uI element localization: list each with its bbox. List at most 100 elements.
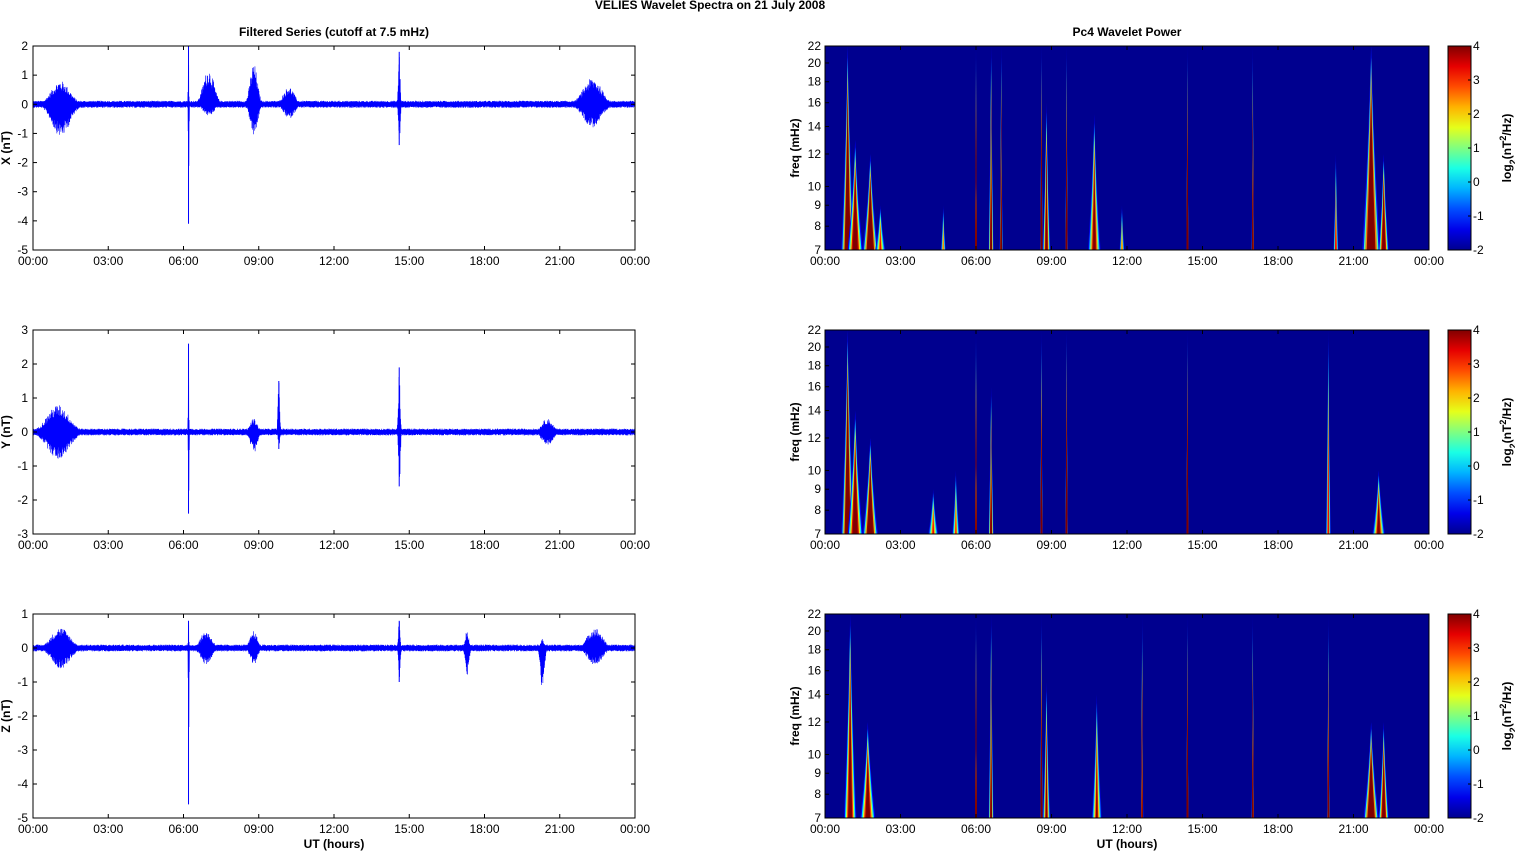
colorbar-tick-label: 2 — [1473, 391, 1480, 405]
wavelet-plot-area — [825, 46, 1429, 250]
series-xtick-label: 00:00 — [18, 254, 48, 268]
wavelet-event — [1369, 112, 1373, 250]
wavelet-event — [846, 396, 849, 534]
wavelet-xtick-label: 06:00 — [961, 538, 991, 552]
wavelet-xtick-label: 15:00 — [1187, 254, 1217, 268]
wavelet-event — [990, 439, 992, 534]
wavelet-event — [1040, 396, 1043, 534]
wavelet-event — [1334, 191, 1337, 250]
series-xtick-label: 00:00 — [620, 822, 650, 836]
series-trace-y — [32, 376, 636, 491]
wavelet-event — [1377, 496, 1380, 534]
colorbar-tick-label: -1 — [1473, 209, 1484, 223]
wavelet-xtick-label: 21:00 — [1338, 254, 1368, 268]
wavelet-ytick-label: 18 — [808, 75, 822, 89]
wavelet-xtick-label: 03:00 — [885, 822, 915, 836]
colorbar-tick-label: -2 — [1473, 527, 1484, 541]
wavelet-event — [1045, 732, 1048, 818]
wavelet-event — [1382, 759, 1385, 818]
wavelet-title: Pc4 Wavelet Power — [1073, 25, 1182, 39]
series-ytick-label: -2 — [17, 156, 28, 170]
colorbar-label-part: 2 — [1508, 443, 1515, 448]
colorbar-label-part: log — [1500, 732, 1514, 750]
wavelet-event — [853, 182, 857, 250]
wavelet-xtick-label: 00:00 — [1414, 822, 1444, 836]
wavelet-ytick-label: 9 — [814, 482, 821, 496]
wavelet-xtick-label: 18:00 — [1263, 254, 1293, 268]
series-xtick-label: 00:00 — [620, 538, 650, 552]
series-xtick-label: 06:00 — [168, 538, 198, 552]
wavelet-event — [1186, 680, 1189, 818]
wavelet-event — [1382, 191, 1385, 250]
wavelet-event — [942, 224, 945, 250]
series-xtick-label: 09:00 — [244, 538, 274, 552]
wavelet-event — [1251, 680, 1254, 818]
colorbar-tick-label: 3 — [1473, 641, 1480, 655]
series-ytick-label: -5 — [17, 811, 28, 825]
wavelet-event — [869, 475, 872, 534]
colorbar-tick-label: 2 — [1473, 107, 1480, 121]
colorbar-label-part: /Hz) — [1500, 398, 1514, 420]
colorbar-tick-label: 2 — [1473, 675, 1480, 689]
wavelet-xtick-label: 06:00 — [961, 254, 991, 268]
colorbar-label-part: log — [1500, 448, 1514, 466]
colorbar-tick-label: -1 — [1473, 493, 1484, 507]
series-trace-x — [32, 57, 636, 166]
wavelet-ytick-label: 16 — [808, 96, 822, 110]
colorbar-label-part: (nT — [1500, 140, 1514, 159]
series-xtick-label: 12:00 — [319, 538, 349, 552]
series-ytick-label: 0 — [21, 97, 28, 111]
colorbar-label-part: 2 — [1498, 420, 1508, 425]
wavelet-event — [1000, 112, 1003, 250]
wavelet-event — [879, 224, 882, 250]
wavelet-event — [1065, 396, 1068, 534]
series-xtick-label: 00:00 — [18, 822, 48, 836]
series-xtick-label: 00:00 — [620, 254, 650, 268]
wavelet-ytick-label: 20 — [808, 56, 822, 70]
wavelet-ytick-label: 20 — [808, 340, 822, 354]
wavelet-ytick-label: 7 — [814, 527, 821, 541]
wavelet-event — [1251, 112, 1254, 250]
wavelet-xtick-label: 09:00 — [1036, 254, 1066, 268]
wavelet-ytick-label: 7 — [814, 243, 821, 257]
series-xtick-label: 09:00 — [244, 254, 274, 268]
wavelet-ytick-label: 12 — [808, 147, 822, 161]
wavelet-xtick-label: 00:00 — [1414, 254, 1444, 268]
wavelet-event — [954, 496, 957, 534]
colorbar-tick-label: 1 — [1473, 709, 1480, 723]
wavelet-events — [841, 46, 1389, 250]
wavelet-ytick-label: 10 — [808, 463, 822, 477]
panels-layer: 2 10-1-2-3-4-500:00 03:00 06:00 09:00 12:00 15… — [0, 25, 1515, 851]
wavelet-ytick-label: 14 — [808, 404, 822, 418]
wavelet-event — [975, 396, 977, 534]
colorbar-label: log2(nT2/Hz) — [1498, 114, 1515, 183]
wavelet-event — [1186, 112, 1189, 250]
series-ylabel: X (nT) — [0, 131, 13, 165]
wavelet-event — [869, 191, 872, 250]
series-xtick-label: 21:00 — [545, 538, 575, 552]
wavelet-xtick-label: 18:00 — [1263, 822, 1293, 836]
wavelet-ytick-label: 14 — [808, 688, 822, 702]
series-trace-z — [32, 621, 636, 728]
series-ytick-label: 2 — [21, 357, 28, 371]
wavelet-event — [1327, 396, 1330, 534]
series-ytick-label: -3 — [17, 743, 28, 757]
wavelet-plot-area — [825, 330, 1429, 534]
series-panel-z: 10-1-2-3-4-500:00 03:00 06:00 09:00 12:00 15:… — [0, 607, 650, 851]
wavelet-xtick-label: 09:00 — [1036, 822, 1066, 836]
wavelet-ylabel: freq (mHz) — [788, 118, 802, 177]
wavelet-event — [853, 456, 857, 534]
wavelet-xtick-label: 15:00 — [1187, 822, 1217, 836]
series-ytick-label: 2 — [21, 39, 28, 53]
series-xtick-label: 03:00 — [93, 538, 123, 552]
wavelet-ytick-label: 10 — [808, 747, 822, 761]
series-ylabel: Z (nT) — [0, 699, 13, 732]
wavelet-ytick-label: 8 — [814, 219, 821, 233]
colorbar-tick-label: 3 — [1473, 73, 1480, 87]
series-xtick-label: 06:00 — [168, 254, 198, 268]
series-ytick-label: -1 — [17, 459, 28, 473]
wavelet-xtick-label: 21:00 — [1338, 538, 1368, 552]
wavelet-event — [990, 680, 992, 818]
series-xtick-label: 03:00 — [93, 254, 123, 268]
